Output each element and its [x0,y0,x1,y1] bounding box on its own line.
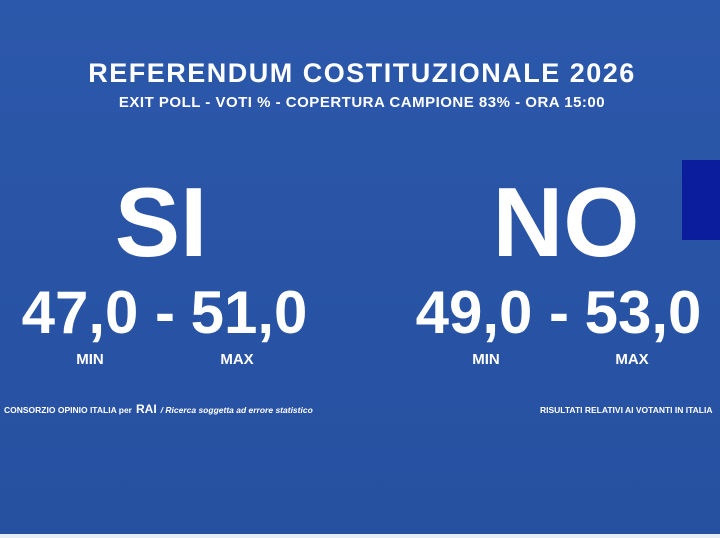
min-label: MIN [472,351,500,368]
source-brand: RAI [136,402,157,416]
min-label: MIN [76,351,104,368]
option-label: SI [115,167,208,277]
footer-source: CONSORZIO OPINIO ITALIA per RAI / Ricerca … [4,402,313,416]
option-label: NO [493,167,640,277]
option-no: NO 49,0 - 53,0 MIN MAX [416,167,702,368]
range-separator: - [549,279,569,346]
range-min: 47,0 [22,279,139,346]
title: REFERENDUM COSTITUZIONALE 2026 [88,58,636,88]
source-prefix: CONSORZIO OPINIO ITALIA per [4,405,133,415]
side-block [682,160,720,240]
subtitle: EXIT POLL - VOTI % - COPERTURA CAMPIONE … [119,94,605,111]
footer-note: RISULTATI RELATIVI AI VOTANTI IN ITALIA [540,405,713,415]
range-separator: - [155,279,175,346]
bottom-edge [0,534,720,538]
range-max: 53,0 [585,279,702,346]
max-label: MAX [615,351,648,368]
range-max: 51,0 [191,279,308,346]
max-label: MAX [220,351,253,368]
source-note: / Ricerca soggetta ad errore statistico [160,405,313,415]
range-min: 49,0 [416,279,533,346]
option-si: SI 47,0 - 51,0 MIN MAX [22,167,308,368]
